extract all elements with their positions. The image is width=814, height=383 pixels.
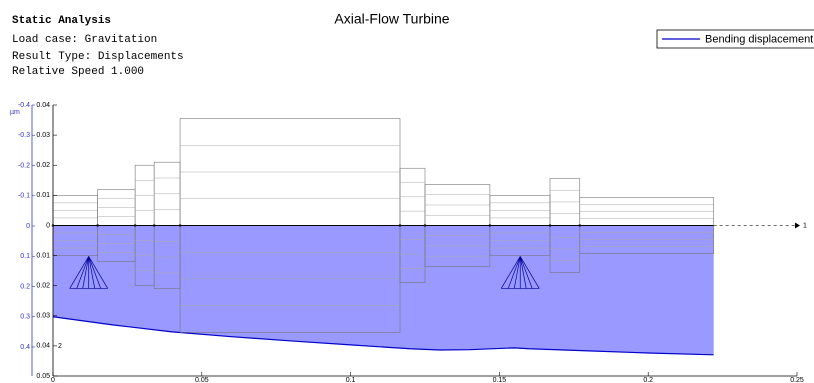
bearing-line [500,256,521,289]
info-line: Load case: Gravitation [12,34,157,46]
y-tick-label: 0.01 [36,192,50,199]
bearing-line [88,256,96,289]
bearing-line [519,256,540,289]
x-tick-label: 0.15 [493,377,507,383]
bearing [69,256,109,289]
y-tick-label: 0.03 [36,313,50,320]
legend-box [656,29,814,49]
bearing [500,256,540,289]
y2-tick-label: -0.1 [18,193,30,200]
bearing-line [88,256,102,289]
y2-tick-label: 0 [26,223,30,230]
bearing-line [69,256,90,289]
info-line: Relative Speed 1.000 [12,66,144,78]
chart-title: Axial-Flow Turbine [334,11,449,27]
y-tick-label: 0.04 [36,343,50,350]
displacement-area [53,225,714,355]
y-tick-label: 0.02 [36,283,50,290]
y-tick-label: 0.05 [36,373,50,380]
y2-tick-label: -0.4 [18,102,30,109]
bearing-line [82,256,90,289]
x-tick-label: 0.2 [643,377,653,383]
bearing-line [513,256,521,289]
y-tick-label: 0.04 [36,102,50,109]
bearing-line [88,256,109,289]
y2-tick-label: 0.1 [20,253,30,260]
y-tick-label: 0.03 [36,132,50,139]
axis-label: 2 [58,343,62,350]
x-tick-label: 0 [51,377,55,383]
y-tick-label: 0.02 [36,162,50,169]
bearing-line [519,256,533,289]
axis-label: 1 [803,222,807,229]
y2-unit: µm [10,109,20,116]
x-tick-label: 0.1 [346,377,356,383]
y-tick-label: 0.01 [36,252,50,259]
bearing-line [519,256,527,289]
bearing-line [507,256,521,289]
legend-label: Bending displacement [705,33,813,45]
displacement-line [52,316,714,356]
y2-tick-label: 0.2 [20,283,30,290]
y2-tick-label: -0.3 [18,132,30,139]
info-line: Static Analysis [12,15,111,27]
y2-tick-label: 0.3 [20,314,30,321]
info-line: Result Type: Displacements [12,51,184,63]
x-tick-label: 0.05 [195,377,209,383]
y2-tick-label: -0.2 [18,162,30,169]
x-tick-label: 0.25 [790,377,804,383]
bearing-line [76,256,90,289]
y2-tick-label: 0.4 [20,344,30,351]
y-tick-label: 0 [46,222,50,229]
axis-arrow [795,222,800,229]
